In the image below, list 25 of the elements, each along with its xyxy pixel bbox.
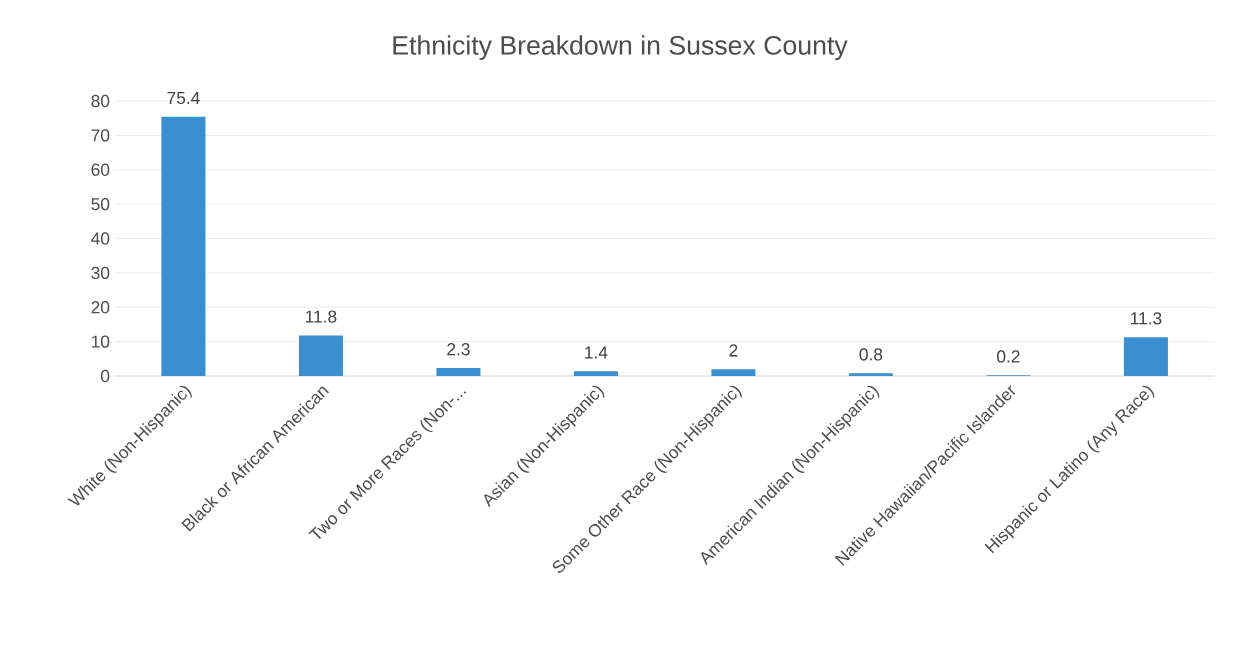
bar [711, 369, 756, 376]
y-tick-label: 80 [91, 94, 110, 108]
y-tick-label: 50 [91, 197, 110, 211]
y-tick-label: 0 [100, 369, 110, 383]
bar [161, 116, 206, 376]
bar [1123, 337, 1168, 376]
bar [298, 335, 343, 376]
bar [848, 373, 893, 376]
data-label: 2 [729, 344, 738, 357]
data-label: 2.3 [447, 343, 470, 356]
y-tick-label: 60 [91, 163, 110, 176]
bar [436, 368, 481, 376]
y-tick-label: 70 [91, 129, 110, 142]
y-tick-label: 20 [91, 301, 110, 314]
y-tick-label: 30 [91, 266, 110, 280]
data-label: 75.4 [167, 92, 200, 105]
data-label: 1.4 [585, 346, 608, 359]
bar [573, 371, 618, 376]
y-tick-label: 40 [91, 232, 110, 245]
data-label: 11.3 [1131, 312, 1162, 325]
chart-title: Ethnicity Breakdown in Sussex County [393, 35, 848, 61]
data-label: 0.2 [997, 350, 1020, 363]
y-tick-label: 10 [92, 335, 110, 348]
data-label: 11.8 [306, 310, 337, 323]
data-label: 0.8 [859, 348, 883, 361]
